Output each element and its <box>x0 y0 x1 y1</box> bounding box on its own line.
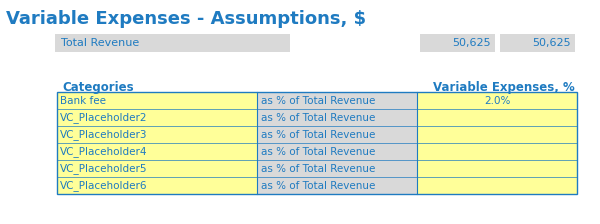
Bar <box>257 126 417 143</box>
Text: 50,625: 50,625 <box>532 38 571 48</box>
Bar <box>420 34 495 52</box>
Bar <box>257 143 417 160</box>
Bar <box>257 92 417 109</box>
Text: as % of Total Revenue: as % of Total Revenue <box>261 146 376 157</box>
Text: VC_Placeholder5: VC_Placeholder5 <box>60 163 148 174</box>
Bar <box>257 177 417 194</box>
Bar <box>417 160 577 177</box>
Text: VC_Placeholder3: VC_Placeholder3 <box>60 129 148 140</box>
Text: VC_Placeholder6: VC_Placeholder6 <box>60 180 148 191</box>
Bar <box>417 177 577 194</box>
Bar <box>57 92 257 109</box>
Text: Categories: Categories <box>62 81 134 94</box>
Bar <box>55 34 290 52</box>
Text: as % of Total Revenue: as % of Total Revenue <box>261 181 376 190</box>
Bar <box>417 109 577 126</box>
Text: as % of Total Revenue: as % of Total Revenue <box>261 112 376 123</box>
Bar <box>257 109 417 126</box>
Text: Variable Expenses, %: Variable Expenses, % <box>433 81 575 94</box>
Text: as % of Total Revenue: as % of Total Revenue <box>261 95 376 106</box>
Bar <box>57 143 257 160</box>
Text: Total Revenue: Total Revenue <box>61 38 139 48</box>
Text: 50,625: 50,625 <box>452 38 491 48</box>
Bar <box>417 143 577 160</box>
Text: Bank fee: Bank fee <box>60 95 106 106</box>
Bar <box>57 92 577 194</box>
Bar <box>57 109 257 126</box>
Text: 2.0%: 2.0% <box>484 95 510 106</box>
Text: Variable Expenses - Assumptions, $: Variable Expenses - Assumptions, $ <box>6 10 366 28</box>
Bar <box>257 160 417 177</box>
Bar <box>57 126 257 143</box>
Bar <box>57 177 257 194</box>
Text: VC_Placeholder2: VC_Placeholder2 <box>60 112 148 123</box>
Bar <box>500 34 575 52</box>
Bar <box>57 160 257 177</box>
Text: as % of Total Revenue: as % of Total Revenue <box>261 164 376 174</box>
Text: VC_Placeholder4: VC_Placeholder4 <box>60 146 148 157</box>
Text: as % of Total Revenue: as % of Total Revenue <box>261 129 376 140</box>
Bar <box>417 92 577 109</box>
Bar <box>417 126 577 143</box>
